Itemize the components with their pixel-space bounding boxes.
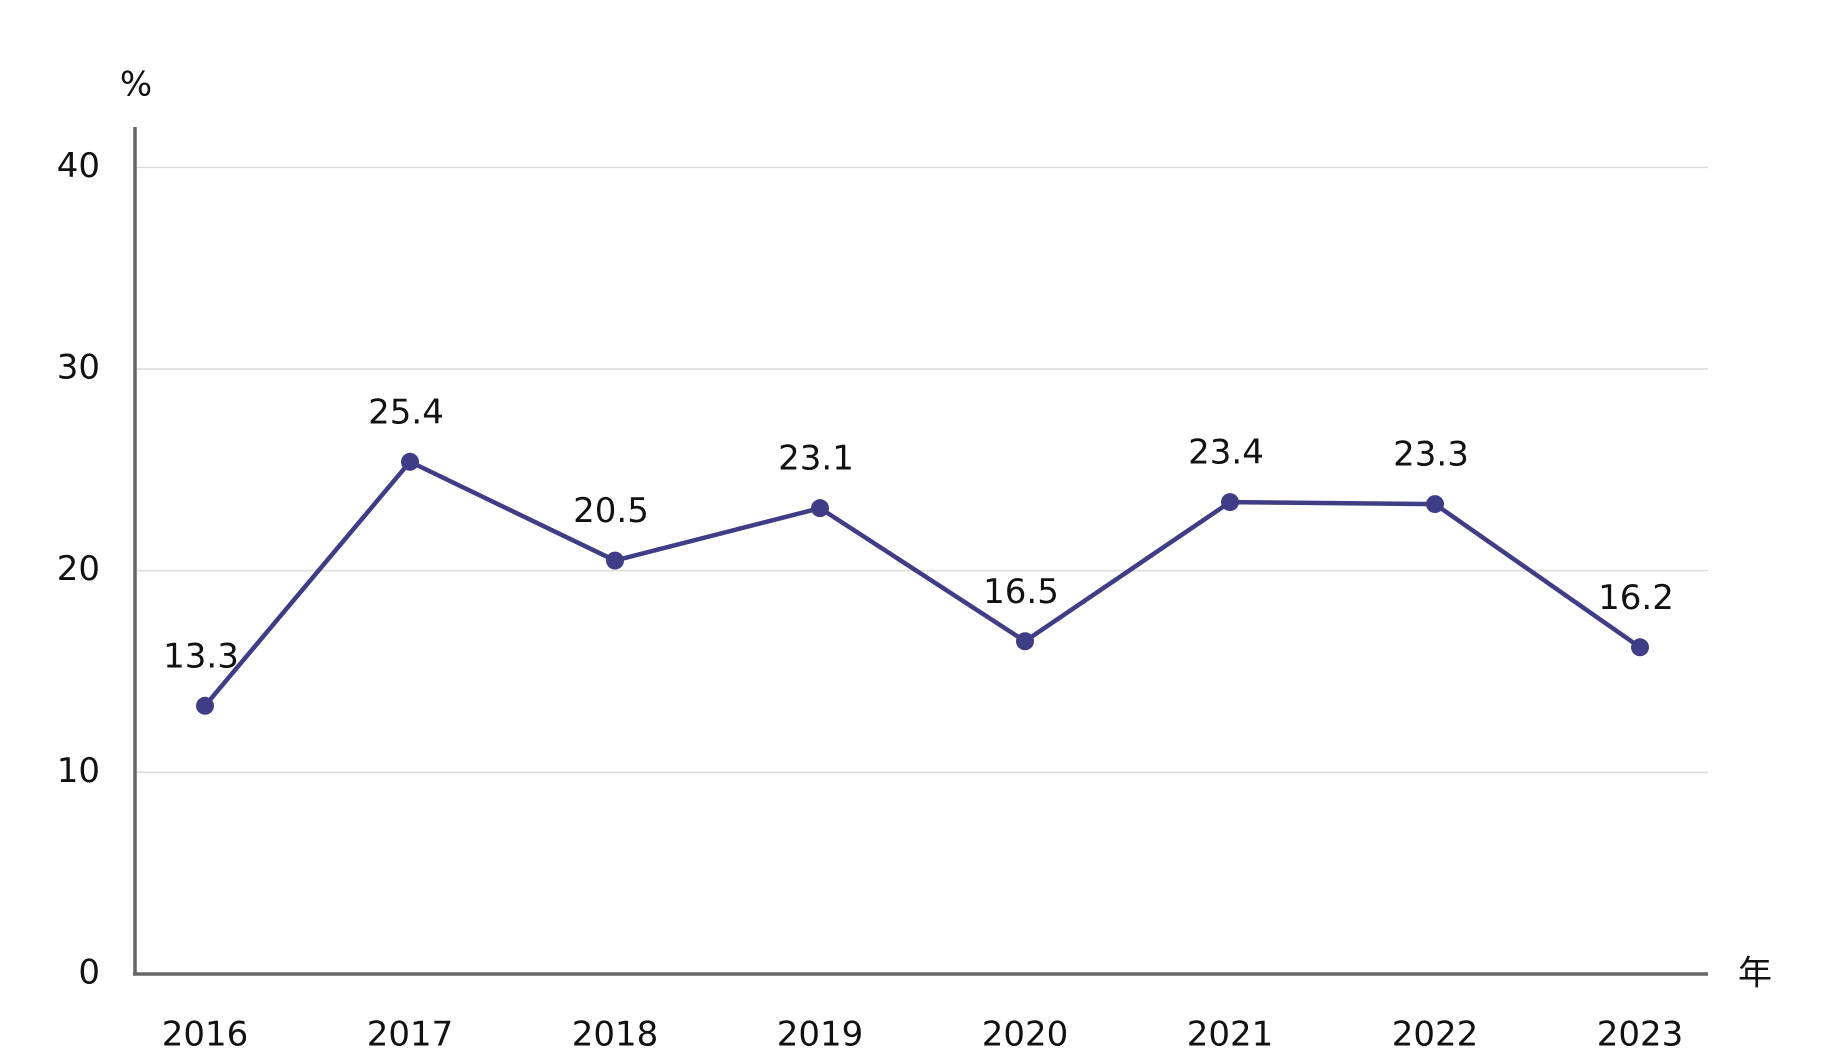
y-tick-label: 30 xyxy=(57,348,100,388)
data-label: 16.5 xyxy=(983,572,1059,612)
y-tick-label: 10 xyxy=(57,751,100,791)
point xyxy=(401,452,419,471)
y-axis-label: % xyxy=(120,65,152,105)
x-tick-label: 2021 xyxy=(1187,1015,1274,1048)
y-tick-label: 0 xyxy=(78,953,100,993)
data-label: 16.2 xyxy=(1598,578,1674,618)
data-label: 13.3 xyxy=(163,636,239,676)
x-tick-label: 2023 xyxy=(1597,1015,1684,1048)
point xyxy=(1016,632,1034,651)
x-axis-label: 年 xyxy=(1738,954,1772,994)
point xyxy=(196,696,214,715)
data-label: 25.4 xyxy=(368,392,444,432)
x-tick-label: 2017 xyxy=(367,1015,454,1048)
point xyxy=(1426,495,1444,514)
y-tick-label: 20 xyxy=(57,549,100,589)
data-label: 20.5 xyxy=(573,491,649,531)
point xyxy=(1221,493,1239,512)
y-tick-label: 40 xyxy=(57,146,100,186)
x-tick-label: 2016 xyxy=(162,1015,249,1048)
x-tick-label: 2018 xyxy=(572,1015,659,1048)
point xyxy=(1631,638,1649,657)
x-tick-label: 2022 xyxy=(1392,1015,1479,1048)
data-label: 23.1 xyxy=(778,439,854,479)
line xyxy=(203,459,1642,708)
x-tick-label: 2019 xyxy=(777,1015,864,1048)
point xyxy=(811,499,829,518)
point xyxy=(606,551,624,570)
x-tick-label: 2020 xyxy=(982,1015,1069,1048)
data-label: 23.3 xyxy=(1393,435,1469,475)
data-label: 23.4 xyxy=(1188,433,1264,473)
